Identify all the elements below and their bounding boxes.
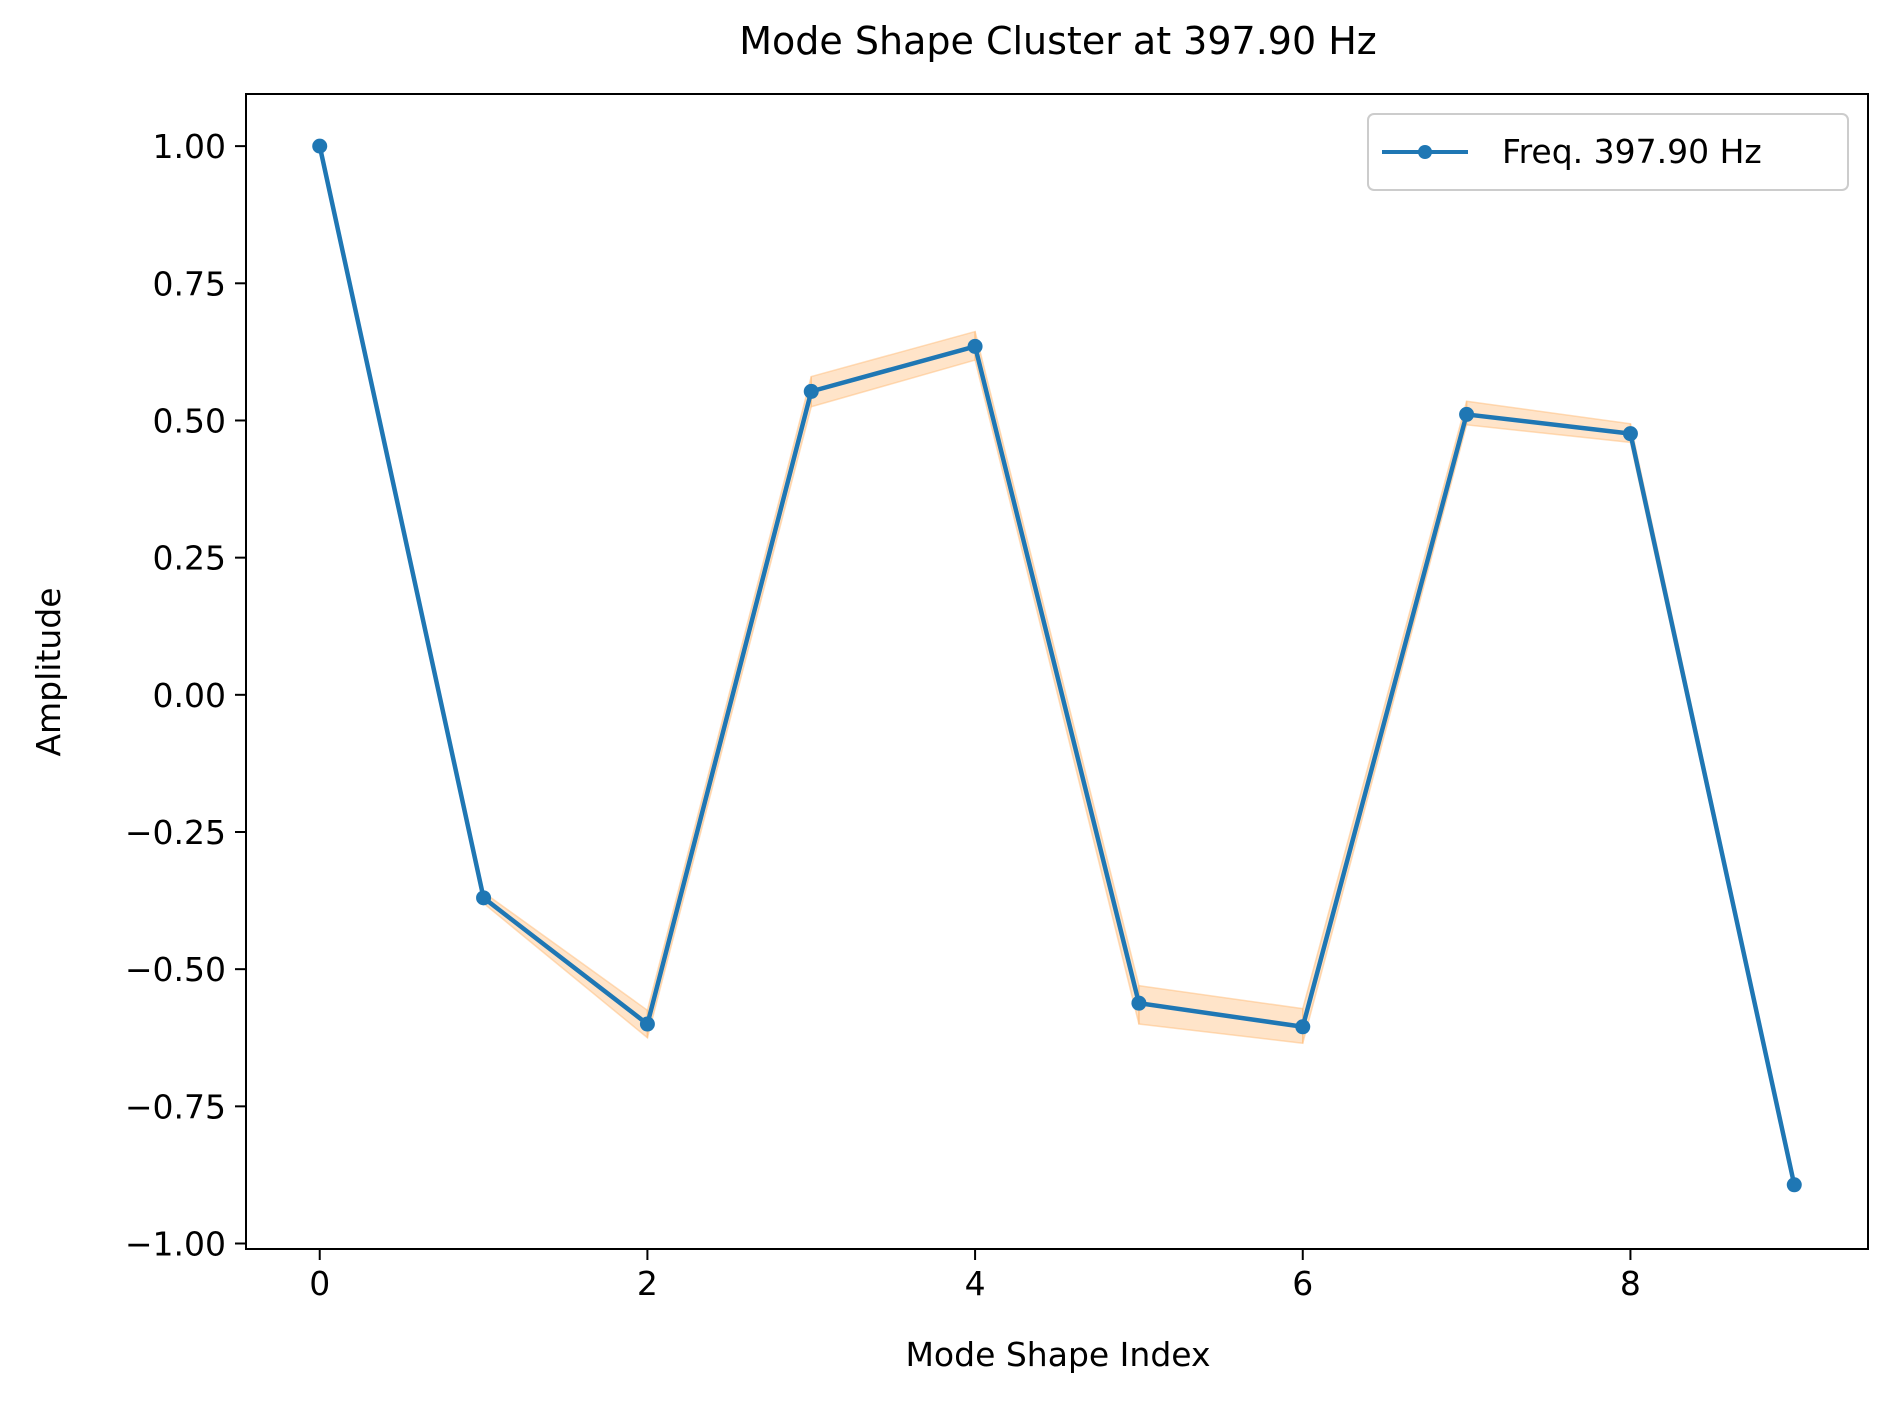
data-point-marker bbox=[1786, 1177, 1802, 1193]
y-tick-label: −0.75 bbox=[125, 1087, 226, 1126]
data-point-marker bbox=[967, 338, 983, 354]
x-tick-label: 8 bbox=[1620, 1264, 1641, 1303]
x-axis-ticks: 0 2 4 6 8 bbox=[309, 1249, 1641, 1303]
y-tick-label: −0.25 bbox=[125, 813, 226, 852]
chart-title: Mode Shape Cluster at 397.90 Hz bbox=[739, 19, 1376, 63]
legend: Freq. 397.90 Hz bbox=[1367, 113, 1849, 191]
data-point-marker bbox=[312, 138, 328, 154]
data-point-marker bbox=[639, 1016, 655, 1032]
data-point-marker bbox=[1295, 1019, 1311, 1035]
legend-box bbox=[1367, 113, 1849, 191]
y-tick-label: 0.00 bbox=[153, 676, 226, 715]
y-tick-label: −0.50 bbox=[125, 950, 226, 989]
data-point-marker bbox=[476, 890, 492, 906]
plot-area-frame bbox=[245, 93, 1869, 1250]
y-axis-ticks: 1.00 0.75 0.50 0.25 0.00 −0.25 −0.50 −0.75 −1.00 bbox=[125, 127, 246, 1264]
series-marker-layer bbox=[312, 138, 1802, 1193]
y-tick-label: 1.00 bbox=[153, 127, 226, 166]
y-tick-label: 0.25 bbox=[153, 539, 226, 578]
x-tick-label: 6 bbox=[1292, 1264, 1313, 1303]
data-point-marker bbox=[803, 383, 819, 399]
x-tick-label: 0 bbox=[309, 1264, 330, 1303]
series-line-layer bbox=[317, 145, 1797, 1186]
y-tick-label: −1.00 bbox=[125, 1225, 226, 1264]
data-point-marker bbox=[1131, 995, 1147, 1011]
y-axis-label: Amplitude bbox=[29, 587, 68, 756]
x-tick-label: 2 bbox=[637, 1264, 658, 1303]
y-tick-label: 0.50 bbox=[153, 401, 226, 440]
series-line bbox=[317, 145, 1797, 1186]
x-axis-label: Mode Shape Index bbox=[905, 1335, 1210, 1374]
data-point-marker bbox=[1622, 426, 1638, 442]
legend-entry-label: Freq. 397.90 Hz bbox=[1502, 132, 1762, 171]
x-tick-label: 4 bbox=[965, 1264, 986, 1303]
y-tick-label: 0.75 bbox=[153, 264, 226, 303]
data-point-marker bbox=[1459, 406, 1475, 422]
legend-swatch-marker bbox=[1418, 145, 1432, 159]
